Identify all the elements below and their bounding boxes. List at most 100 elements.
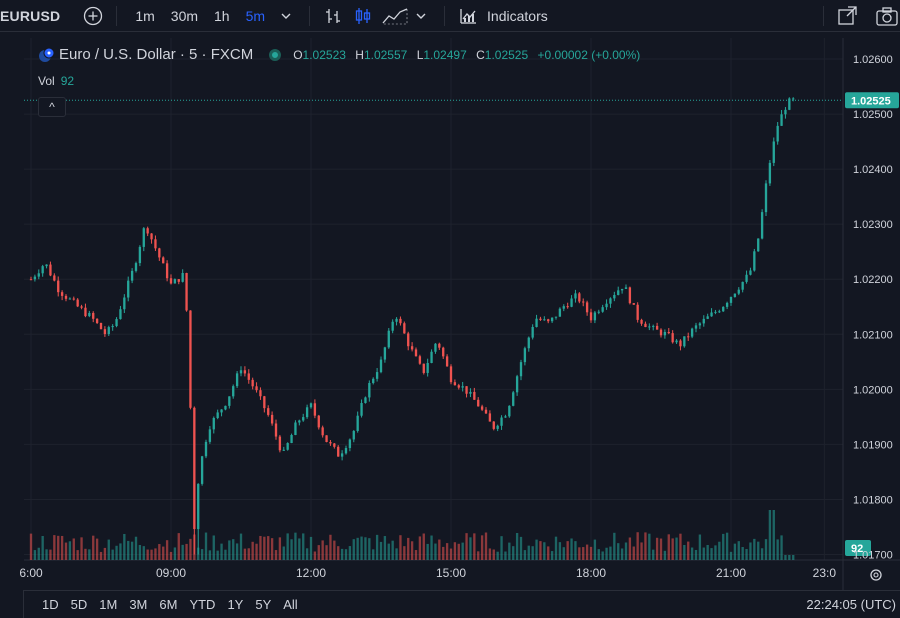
utc-clock[interactable]: 22:24:05 (UTC): [806, 597, 896, 612]
candle-body: [298, 420, 301, 423]
candle-body: [379, 359, 383, 373]
volume-bar: [212, 535, 215, 560]
area-chart-type-icon[interactable]: [382, 3, 408, 29]
candle-body: [278, 436, 282, 451]
last-price-badge: [845, 92, 899, 109]
range-ytd-button[interactable]: YTD: [189, 597, 216, 612]
change-value: +0.00002 (+0.00%): [537, 47, 641, 62]
volume-bar: [628, 537, 632, 560]
volume-bar: [710, 548, 713, 560]
price-chart[interactable]: 1.02525 92 1.02600 1.02500 1.02400 1.02300 1.…: [0, 38, 900, 590]
candle-body: [337, 446, 340, 457]
volume-bar: [757, 541, 760, 560]
candle-body: [364, 397, 367, 404]
volume-bar: [461, 542, 464, 560]
candle-body: [655, 325, 659, 330]
volume-bar: [407, 537, 410, 560]
interval-5m-button[interactable]: 5m: [245, 7, 266, 24]
camera-icon[interactable]: [874, 3, 900, 29]
market-status-icon[interactable]: [269, 48, 282, 61]
candle-body: [465, 386, 468, 394]
volume-bar: [589, 546, 593, 560]
volume-bar: [142, 546, 145, 560]
collapse-legend-button[interactable]: ^: [38, 97, 66, 117]
candle-body: [383, 347, 387, 360]
volume-bar: [663, 550, 667, 560]
volume-bar: [107, 539, 110, 560]
candle-body: [208, 429, 212, 442]
volume-bar: [504, 551, 507, 560]
interval-30m-button[interactable]: 30m: [170, 7, 199, 24]
range-5d-button[interactable]: 5D: [70, 597, 88, 612]
range-5y-button[interactable]: 5Y: [255, 597, 272, 612]
volume-bar: [465, 533, 468, 560]
volume-bar: [255, 543, 258, 560]
fullscreen-icon[interactable]: [834, 3, 860, 29]
candle-body: [372, 378, 375, 384]
candle-body: [461, 386, 464, 388]
volume-bar: [232, 539, 235, 560]
volume-bar: [632, 546, 635, 560]
volume-bar: [80, 537, 83, 560]
volume-bar: [531, 546, 534, 560]
volume-bar: [29, 533, 33, 560]
volume-bar: [535, 539, 538, 560]
candle-body: [547, 319, 550, 322]
y-tick-label: 1.01800: [853, 494, 893, 506]
candle-body: [290, 434, 293, 444]
candle-body: [492, 421, 495, 429]
candle-body: [500, 417, 503, 426]
candle-body: [477, 399, 480, 407]
candles-chart-type-icon[interactable]: [350, 3, 376, 29]
symbol-search-button[interactable]: EURUSD: [0, 7, 61, 24]
candle-body: [550, 317, 554, 322]
axis-settings-icon[interactable]: [870, 569, 882, 581]
volume-bar: [344, 549, 348, 560]
range-1y-button[interactable]: 1Y: [227, 597, 244, 612]
candle-body: [57, 280, 60, 293]
candle-body: [53, 275, 56, 281]
candle-body: [535, 318, 538, 327]
candle-body: [414, 349, 418, 357]
candle-body: [247, 373, 250, 380]
indicators-button[interactable]: Indicators: [487, 7, 548, 24]
range-all-button[interactable]: All: [283, 597, 298, 612]
chart-title[interactable]: Euro / U.S. Dollar · 5 · FXCM: [59, 46, 254, 63]
volume-bar: [729, 551, 733, 560]
range-1d-button[interactable]: 1D: [42, 597, 59, 612]
volume-bar: [687, 541, 690, 560]
candle-body: [185, 273, 188, 311]
volume-bar: [473, 533, 476, 560]
volume-bar: [430, 535, 433, 560]
candle-body: [718, 311, 721, 313]
volume-bar: [780, 535, 783, 560]
candle-body: [562, 306, 565, 309]
chevron-down-icon[interactable]: [273, 3, 299, 29]
low-key: L: [416, 47, 424, 62]
compare-add-icon[interactable]: [80, 3, 106, 29]
volume-bar: [768, 510, 772, 560]
candle-body: [193, 407, 196, 530]
volume-bar: [251, 541, 254, 560]
candle-body: [317, 415, 320, 428]
volume-bar: [523, 550, 527, 560]
volume-bar: [263, 536, 266, 560]
volume-bar: [512, 546, 515, 560]
close-key: C: [476, 47, 485, 62]
interval-1m-button[interactable]: 1m: [135, 7, 155, 24]
candle-body: [154, 239, 157, 249]
candle-body: [722, 306, 725, 312]
volume-bar: [294, 532, 297, 560]
indicators-icon[interactable]: [455, 3, 481, 29]
bar-chart-type-icon[interactable]: [320, 3, 346, 29]
volume-bar: [88, 549, 91, 560]
candle-body: [127, 280, 130, 298]
range-6m-button[interactable]: 6M: [159, 597, 178, 612]
volume-label: Vol: [38, 74, 55, 88]
interval-1h-button[interactable]: 1h: [214, 7, 230, 24]
range-3m-button[interactable]: 3M: [129, 597, 148, 612]
chevron-down-icon[interactable]: [408, 3, 434, 29]
range-1m-button[interactable]: 1M: [99, 597, 118, 612]
candle-body: [340, 453, 344, 457]
candle-body: [387, 330, 390, 348]
